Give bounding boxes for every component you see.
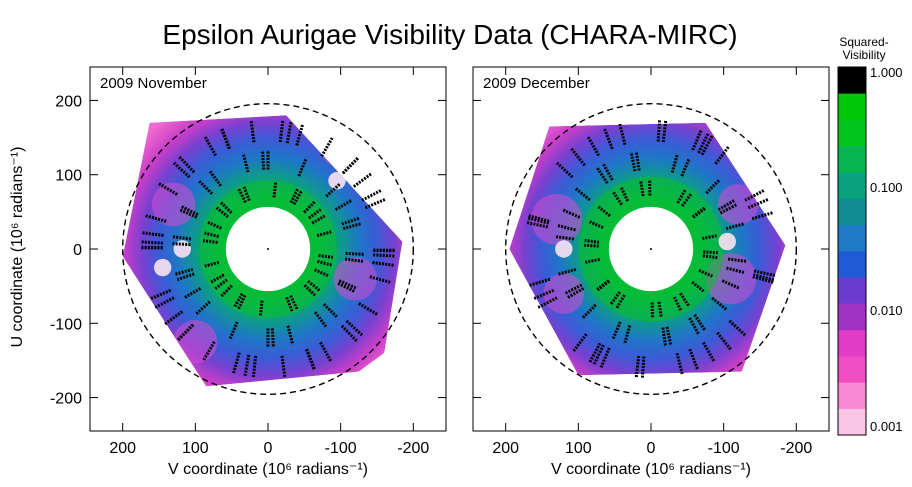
x-tick-label: 200 bbox=[109, 440, 136, 457]
panel-label: 2009 December bbox=[483, 75, 590, 92]
colorbar-band bbox=[838, 304, 866, 331]
colorbar-band bbox=[838, 409, 866, 436]
y-tick-label: 200 bbox=[55, 93, 82, 110]
y-tick-label: 0 bbox=[73, 242, 82, 259]
november-panel: 2009 November 200 100 0 -100 -200 200 100 0 -100 -… bbox=[50, 67, 446, 457]
x-tick-label: -100 bbox=[708, 440, 740, 457]
minimum-visibility-spot bbox=[719, 233, 736, 250]
colorbar: Squared- Visibility 1.000 0.100 0.010 0.… bbox=[838, 35, 903, 435]
colorbar-band bbox=[838, 277, 866, 304]
x-tick-label: 0 bbox=[647, 440, 656, 457]
colorbar-band bbox=[838, 356, 866, 383]
x-tick-label: -100 bbox=[325, 440, 357, 457]
colorbar-bands bbox=[838, 67, 866, 435]
uv-track bbox=[343, 158, 358, 174]
y-tick-label: -200 bbox=[50, 391, 82, 408]
x-tick-label: -200 bbox=[780, 440, 812, 457]
colorbar-band bbox=[838, 382, 866, 409]
colorbar-band bbox=[838, 93, 866, 120]
x-tick-label: 100 bbox=[565, 440, 592, 457]
colorbar-band bbox=[838, 172, 866, 199]
x-tick-label: -200 bbox=[397, 440, 429, 457]
colorbar-band bbox=[838, 146, 866, 173]
panel-label: 2009 November bbox=[100, 75, 207, 92]
chart-title: Epsilon Aurigae Visibility Data (CHARA-M… bbox=[162, 19, 737, 50]
colorbar-band bbox=[838, 251, 866, 278]
december-panel: 2009 December 200 100 0 -100 -200 bbox=[473, 67, 829, 457]
low-visibility-lobe bbox=[174, 320, 218, 364]
y-tick-label: -100 bbox=[50, 316, 82, 333]
minimum-visibility-spot bbox=[555, 240, 572, 257]
low-visibility-lobe bbox=[319, 123, 363, 167]
colorbar-tick-label: 0.100 bbox=[870, 180, 903, 195]
y-tick-label: 100 bbox=[55, 168, 82, 185]
colorbar-band bbox=[838, 225, 866, 252]
colorbar-title-line1: Squared- bbox=[839, 35, 888, 49]
x-axis-label-left: V coordinate (10⁶ radians⁻¹) bbox=[168, 461, 368, 478]
uv-track bbox=[658, 119, 659, 141]
colorbar-band bbox=[838, 330, 866, 357]
y-axis-label: U coordinate (10⁶ radians⁻¹) bbox=[9, 147, 26, 348]
colorbar-tick-label: 0.010 bbox=[870, 303, 903, 318]
colorbar-band bbox=[838, 198, 866, 225]
origin-point bbox=[650, 248, 652, 250]
x-tick-label: 0 bbox=[264, 440, 273, 457]
origin-point bbox=[267, 248, 269, 250]
low-visibility-lobe bbox=[333, 257, 377, 301]
colorbar-tick-label: 1.000 bbox=[870, 65, 903, 80]
x-tick-label: 200 bbox=[492, 440, 519, 457]
x-axis-label-right: V coordinate (10⁶ radians⁻¹) bbox=[551, 461, 751, 478]
uv-track bbox=[642, 356, 643, 378]
uv-track bbox=[354, 174, 372, 187]
uv-track bbox=[322, 137, 333, 156]
colorbar-tick-label: 0.001 bbox=[870, 419, 903, 434]
minimum-visibility-spot bbox=[154, 259, 171, 276]
colorbar-band bbox=[838, 120, 866, 147]
uv-track bbox=[365, 199, 385, 208]
x-tick-label: 100 bbox=[182, 440, 209, 457]
uv-track bbox=[362, 190, 381, 200]
colorbar-band bbox=[838, 67, 866, 94]
colorbar-title-line2: Visibility bbox=[842, 48, 885, 62]
